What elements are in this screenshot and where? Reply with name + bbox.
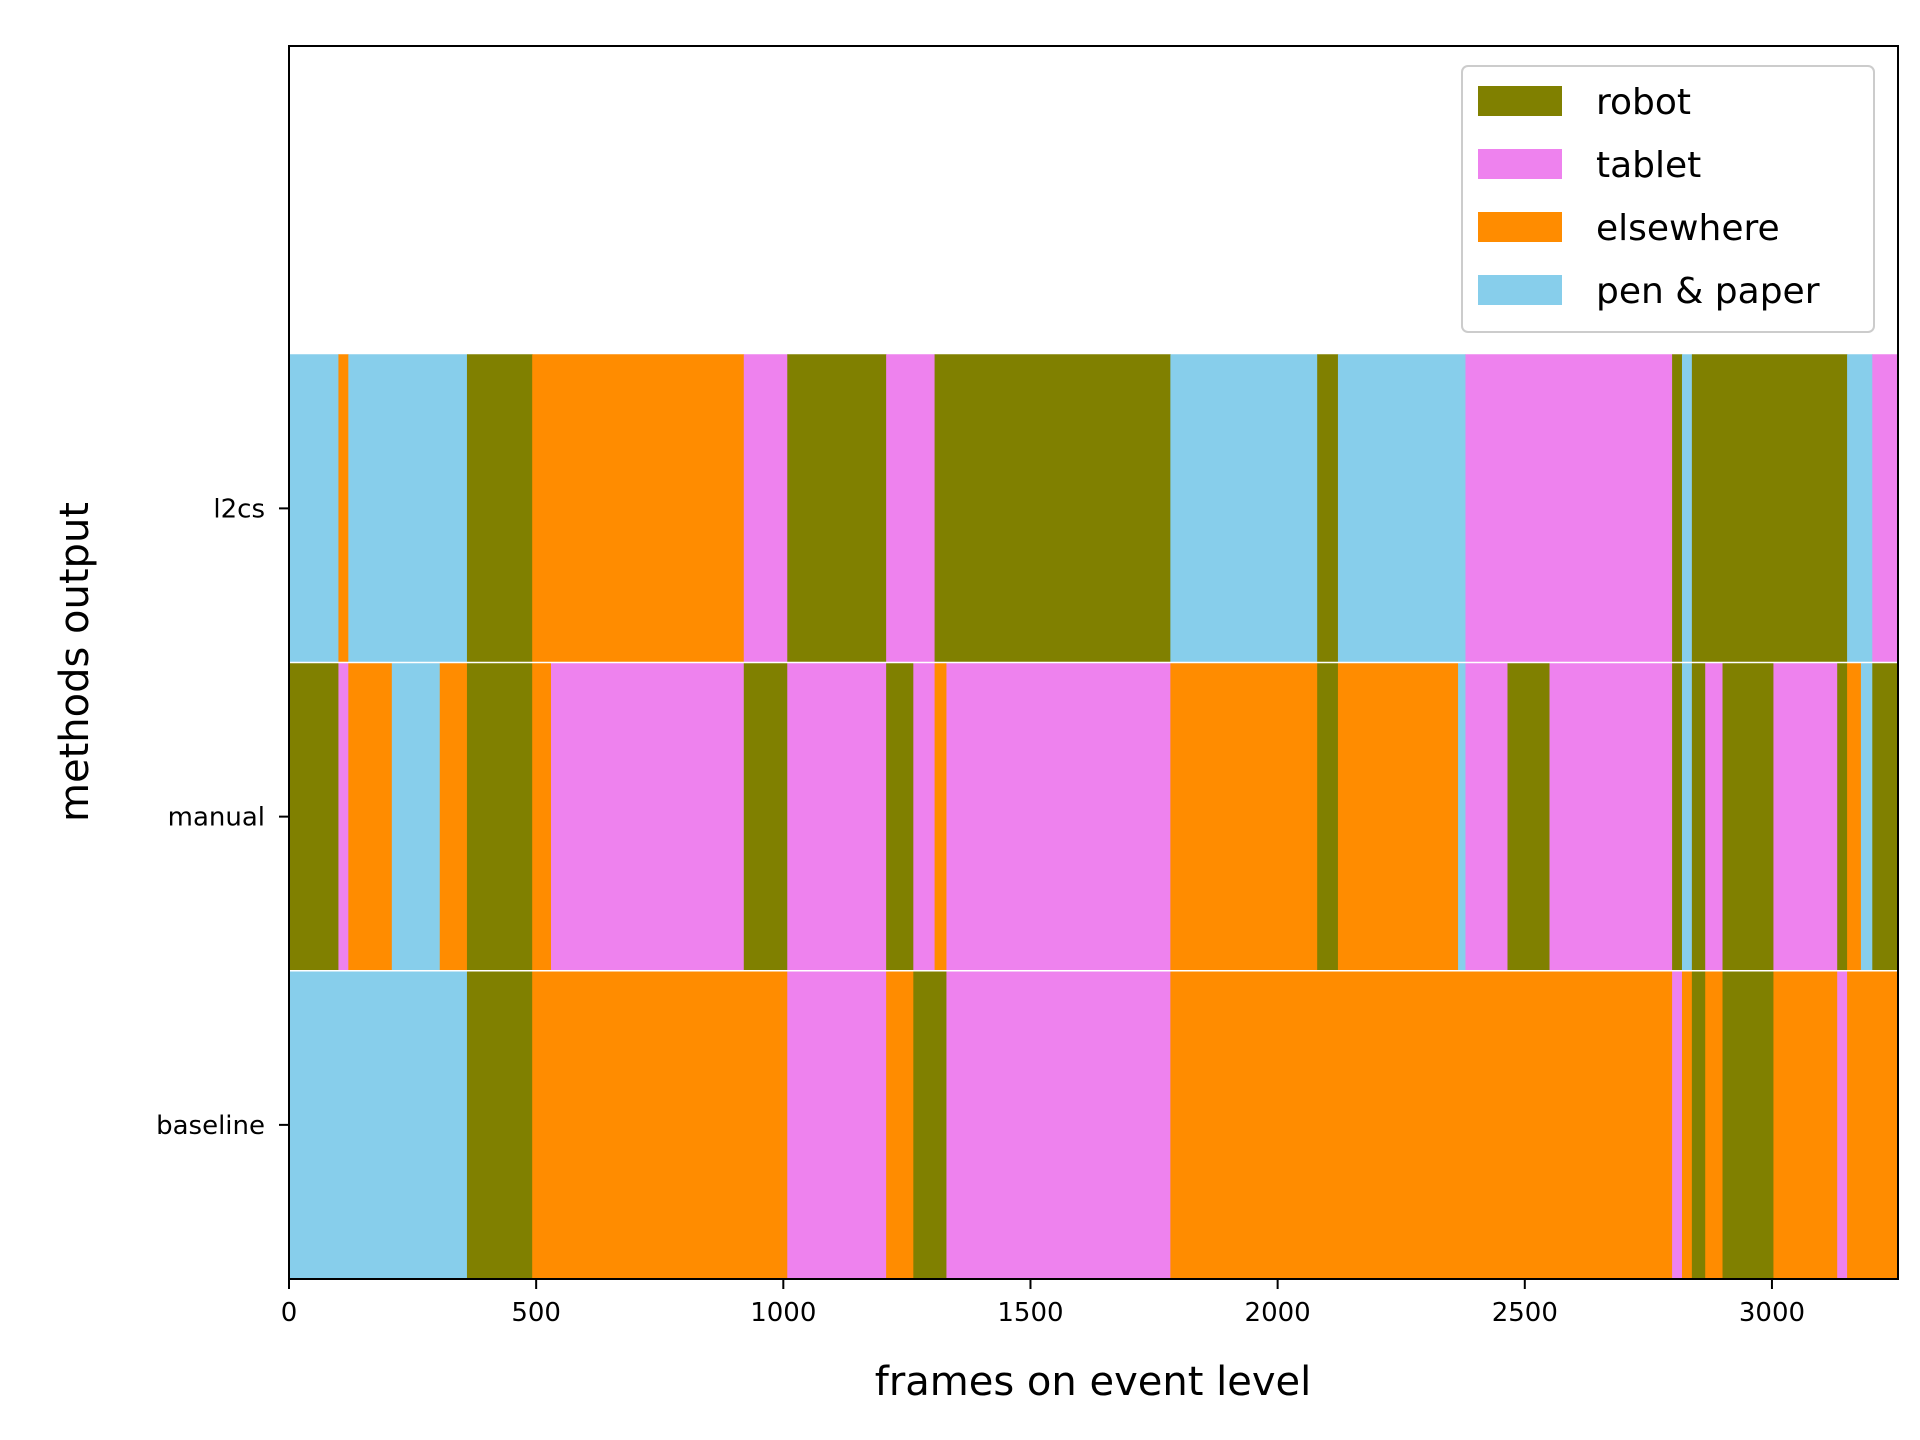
x-tick-label: 500 bbox=[511, 1298, 561, 1328]
legend-label: pen & paper bbox=[1596, 271, 1820, 312]
bar-segment-baseline-2 bbox=[532, 970, 788, 1279]
y-axis-label: methods output bbox=[52, 502, 98, 822]
bar-segment-l2cs-16 bbox=[1847, 354, 1873, 663]
bar-segment-l2cs-3 bbox=[466, 354, 533, 663]
bar-segment-baseline-3 bbox=[787, 970, 887, 1279]
plot-frame bbox=[288, 45, 1899, 1280]
legend-swatch bbox=[1478, 275, 1562, 305]
x-tick-label: 1500 bbox=[997, 1298, 1063, 1328]
bar-segment-manual-9 bbox=[787, 662, 887, 971]
x-tick-label: 1000 bbox=[750, 1298, 816, 1328]
bar-segment-manual-16 bbox=[1337, 662, 1459, 971]
bar-segment-baseline-5 bbox=[913, 970, 947, 1279]
bar-segment-manual-20 bbox=[1549, 662, 1673, 971]
bar-segment-manual-15 bbox=[1317, 662, 1339, 971]
bar-segment-manual-22 bbox=[1681, 662, 1693, 971]
bar-segment-l2cs-7 bbox=[886, 354, 936, 663]
timeline-bars bbox=[289, 354, 1899, 1279]
bar-segment-manual-19 bbox=[1507, 662, 1551, 971]
bar-segment-manual-23 bbox=[1691, 662, 1706, 971]
bar-segment-baseline-10 bbox=[1691, 970, 1706, 1279]
bar-segment-manual-13 bbox=[946, 662, 1171, 971]
x-axis-label: frames on event level bbox=[875, 1359, 1311, 1405]
bar-segment-l2cs-8 bbox=[934, 354, 1171, 663]
bar-segment-manual-0 bbox=[289, 662, 339, 971]
bar-segment-baseline-4 bbox=[886, 970, 914, 1279]
bar-segment-baseline-15 bbox=[1847, 970, 1899, 1279]
y-tick-label: l2cs bbox=[213, 494, 265, 524]
bar-segment-baseline-9 bbox=[1681, 970, 1693, 1279]
bar-segment-manual-30 bbox=[1872, 662, 1899, 971]
bar-segment-baseline-12 bbox=[1722, 970, 1774, 1279]
bar-segment-l2cs-14 bbox=[1681, 354, 1693, 663]
legend-label: elsewhere bbox=[1596, 208, 1780, 249]
legend-box bbox=[1461, 65, 1875, 333]
bar-segment-l2cs-17 bbox=[1872, 354, 1899, 663]
x-tick-label: 0 bbox=[281, 1298, 298, 1328]
bar-segment-manual-4 bbox=[439, 662, 468, 971]
bar-segment-baseline-13 bbox=[1773, 970, 1838, 1279]
bar-segment-manual-21 bbox=[1672, 662, 1683, 971]
bar-segment-baseline-6 bbox=[946, 970, 1171, 1279]
bar-segment-manual-3 bbox=[391, 662, 441, 971]
bar-segment-manual-7 bbox=[550, 662, 745, 971]
legend-label: robot bbox=[1596, 82, 1691, 123]
bar-segment-l2cs-6 bbox=[787, 354, 887, 663]
bar-segment-manual-17 bbox=[1458, 662, 1466, 971]
bar-segment-manual-6 bbox=[532, 662, 552, 971]
legend-swatch bbox=[1478, 86, 1562, 116]
bar-segment-l2cs-5 bbox=[743, 354, 788, 663]
y-tick-label: manual bbox=[168, 803, 265, 833]
bar-segment-manual-1 bbox=[338, 662, 349, 971]
bar-segment-manual-11 bbox=[913, 662, 936, 971]
bar-segment-manual-10 bbox=[886, 662, 914, 971]
legend: robot tablet elsewhere pen & paper bbox=[1461, 65, 1875, 333]
bar-segment-manual-14 bbox=[1170, 662, 1318, 971]
bar-segment-manual-8 bbox=[743, 662, 788, 971]
x-tick-label: 2500 bbox=[1492, 1298, 1558, 1328]
bar-segment-baseline-7 bbox=[1170, 970, 1673, 1279]
x-axis: 0 500 1000 1500 2000 2500 3000 bbox=[281, 1279, 1805, 1328]
bar-segment-baseline-1 bbox=[466, 970, 533, 1279]
bar-segment-l2cs-2 bbox=[348, 354, 468, 663]
legend-label: tablet bbox=[1596, 145, 1701, 186]
bar-segment-manual-28 bbox=[1847, 662, 1862, 971]
bar-segment-l2cs-1 bbox=[338, 354, 349, 663]
legend-swatch bbox=[1478, 149, 1562, 179]
bar-segment-l2cs-4 bbox=[532, 354, 745, 663]
y-axis: baseline manual l2cs bbox=[156, 494, 289, 1141]
bar-segment-l2cs-12 bbox=[1465, 354, 1673, 663]
x-tick-label: 3000 bbox=[1739, 1298, 1805, 1328]
legend-swatch bbox=[1478, 212, 1562, 242]
bar-segment-l2cs-0 bbox=[289, 354, 339, 663]
bar-segment-l2cs-13 bbox=[1672, 354, 1683, 663]
bar-segment-baseline-8 bbox=[1672, 970, 1683, 1279]
bar-segment-l2cs-15 bbox=[1691, 354, 1848, 663]
bar-segment-baseline-11 bbox=[1705, 970, 1724, 1279]
y-tick-label: baseline bbox=[156, 1111, 265, 1141]
x-tick-label: 2000 bbox=[1245, 1298, 1311, 1328]
bar-segment-baseline-0 bbox=[289, 970, 468, 1279]
bar-segment-l2cs-9 bbox=[1170, 354, 1318, 663]
bar-segment-l2cs-11 bbox=[1337, 354, 1466, 663]
bar-segment-manual-5 bbox=[466, 662, 533, 971]
bar-segment-l2cs-10 bbox=[1317, 354, 1339, 663]
bar-segment-manual-29 bbox=[1860, 662, 1873, 971]
bar-segment-manual-2 bbox=[348, 662, 393, 971]
bar-segment-manual-18 bbox=[1465, 662, 1508, 971]
bar-segment-manual-12 bbox=[934, 662, 947, 971]
bar-segment-manual-26 bbox=[1773, 662, 1838, 971]
bar-segment-manual-25 bbox=[1722, 662, 1774, 971]
bar-segment-manual-24 bbox=[1705, 662, 1724, 971]
bar-segment-manual-27 bbox=[1837, 662, 1848, 971]
bar-segment-baseline-14 bbox=[1837, 970, 1848, 1279]
